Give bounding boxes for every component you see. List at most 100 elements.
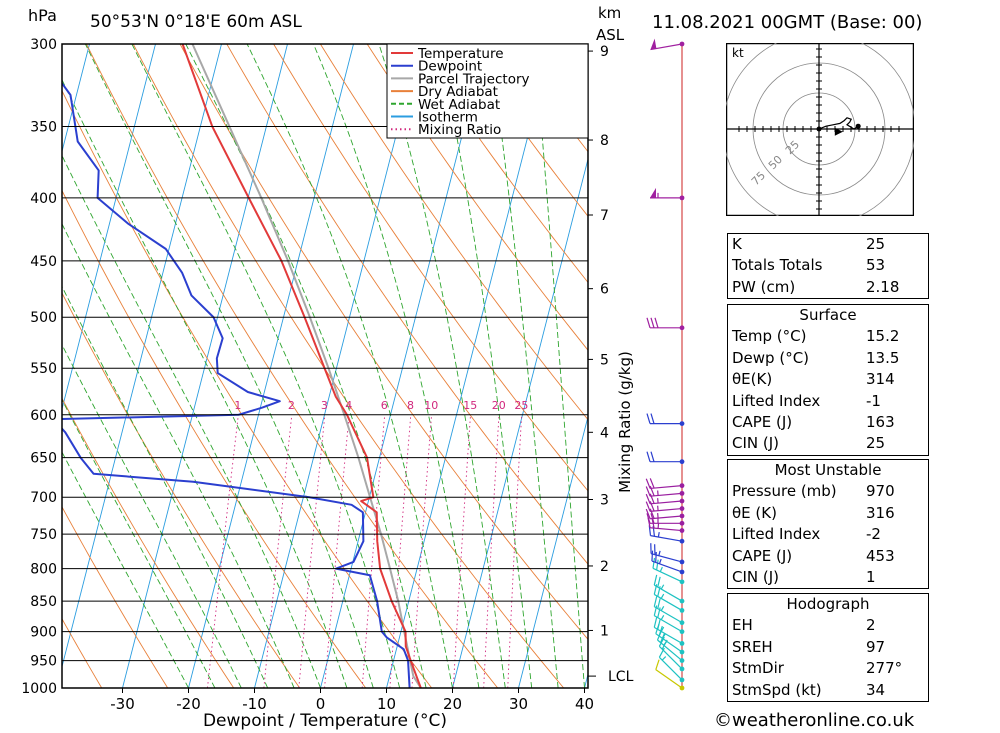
wind-barb — [645, 485, 685, 497]
isotherm-line — [584, 672, 588, 688]
km-unit-label: km — [598, 4, 622, 22]
wind-barb-dot — [679, 421, 685, 427]
wind-barb-flag — [653, 574, 658, 586]
stats-hodograph: Hodograph EH 2 SREH 97 StmDir 277° StmSpd (… — [727, 593, 929, 702]
datetime-label: 11.08.2021 00GMT (Base: 00) — [652, 12, 923, 33]
wind-barb-flag — [646, 451, 651, 462]
asl-unit-label: ASL — [596, 26, 625, 44]
pressure-label: 500 — [30, 310, 57, 326]
wind-barb-staff — [650, 492, 683, 497]
wind-barb-flag — [646, 413, 651, 424]
wind-barb-dot — [679, 649, 685, 655]
x-tick-label: 40 — [575, 695, 594, 713]
hodograph-trace — [818, 117, 859, 130]
wet-adiabat-line — [62, 451, 189, 688]
mixing-ratio-line — [207, 414, 239, 688]
dry-adiabat-line — [132, 44, 565, 688]
wind-barb-dot — [679, 513, 685, 519]
wind-barb-dot — [679, 520, 685, 526]
mixing-ratio-line — [507, 414, 523, 688]
wind-barb-dot — [679, 528, 685, 533]
wind-barb — [655, 659, 685, 691]
mixing-ratio-line — [483, 414, 500, 688]
pressure-label: 950 — [30, 654, 57, 670]
hodograph-end-dot — [855, 123, 861, 129]
wet-adiabat-line — [185, 44, 427, 688]
legend-label: Wet Adiabat — [418, 97, 500, 113]
dry-adiabat-line — [929, 44, 1000, 688]
dry-adiabat-line — [273, 44, 588, 492]
dry-adiabat-line — [366, 44, 588, 351]
pressure-label: 600 — [30, 408, 57, 424]
wind-barb-flag — [650, 413, 655, 424]
wind-barb-half — [660, 615, 665, 620]
wind-barb-staff — [653, 626, 683, 644]
wind-barb — [653, 574, 685, 604]
km-tick-label: 7 — [600, 208, 609, 224]
surface-title: Surface — [799, 306, 857, 324]
mixing-ratio-label: 2 — [288, 399, 295, 412]
mu-cin: CIN (J) 1 — [732, 567, 876, 586]
hodograph-title: Hodograph — [786, 595, 870, 613]
wind-barb — [658, 647, 685, 683]
unstable-title: Most Unstable — [774, 461, 882, 479]
wind-barb-staff — [650, 515, 683, 520]
km-tick-label: 6 — [600, 282, 609, 298]
parcel-trajectory-line — [191, 44, 422, 688]
wind-barb — [650, 187, 685, 201]
wet-adiabat-line — [533, 44, 585, 688]
legend-label: Parcel Trajectory — [418, 71, 530, 87]
wet-adiabat-line — [131, 44, 401, 688]
stat-row-pw: PW (cm) 2.18 — [732, 277, 900, 296]
wet-adiabat-line — [62, 343, 242, 688]
isotherm-line — [0, 44, 24, 688]
mixing-ratio-line — [298, 414, 326, 688]
x-tick-label: -20 — [176, 695, 201, 713]
wind-barb — [653, 584, 685, 613]
legend-label: Dry Adiabat — [418, 84, 498, 100]
mixing-ratio-line — [452, 414, 471, 688]
lcl-label: LCL — [608, 669, 634, 685]
pressure-label: 550 — [30, 361, 57, 377]
wind-barb — [653, 617, 685, 646]
wind-barb-flag — [649, 478, 655, 489]
km-tick-label: 1 — [600, 623, 609, 639]
wind-barb-dot — [679, 195, 685, 201]
x-tick-label: 20 — [443, 695, 462, 713]
wind-barb-dot — [679, 538, 685, 544]
isotherm-line — [386, 44, 552, 688]
wet-adiabat-line — [246, 44, 453, 688]
pressure-label: 650 — [30, 451, 57, 467]
wind-barb-flag — [651, 550, 654, 562]
temperature-line — [181, 44, 422, 688]
wind-barb-dot — [679, 483, 685, 489]
x-tick-label: -30 — [110, 695, 135, 713]
wind-barb-dot — [679, 666, 685, 672]
legend-label: Dewpoint — [418, 59, 482, 75]
hodograph-start-dot — [816, 126, 822, 132]
mixing-ratio-label: 8 — [407, 399, 414, 412]
wind-barb-flag — [645, 493, 651, 505]
wind-barb-flag — [657, 619, 661, 630]
wind-barb-flag — [645, 486, 651, 497]
hpa-unit-label: hPa — [28, 6, 57, 25]
wet-adiabat-line — [378, 44, 506, 688]
wind-barb-flag — [646, 513, 651, 524]
wind-barb-half — [660, 626, 665, 632]
hodograph-unit-label: kt — [732, 46, 744, 60]
hodo-stmspd: StmSpd (kt) 34 — [732, 680, 886, 699]
surface-dewp: Dewp (°C) 13.5 — [732, 348, 900, 367]
wind-barb-dot — [679, 41, 685, 47]
mixing-ratio-line — [389, 414, 412, 688]
wind-barb-flag — [649, 493, 655, 504]
pressure-label: 750 — [30, 527, 57, 543]
x-tick-label: 0 — [316, 695, 326, 713]
x-axis-label: Dewpoint / Temperature (°C) — [203, 711, 447, 731]
wind-barb-dot — [679, 579, 685, 585]
mixing-ratio-axis-label: Mixing Ratio (g/kg) — [616, 351, 634, 493]
wind-barb-dot — [679, 685, 685, 691]
wind-barb-dot — [679, 459, 685, 465]
x-tick-label: 10 — [377, 695, 396, 713]
wind-barb-dot — [679, 658, 685, 663]
